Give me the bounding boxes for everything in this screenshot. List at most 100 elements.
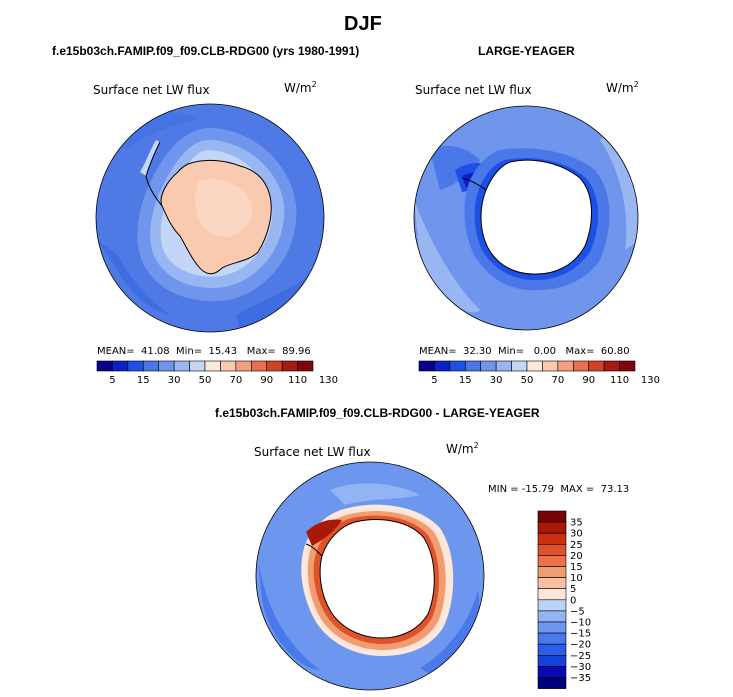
panel1-colorbar-swatch-4 — [158, 360, 175, 372]
panel1-header: f.e15b03ch.FAMIP.f09_f09.CLB-RDG00 (yrs … — [52, 44, 360, 58]
panel2-colorbar-swatch-4 — [480, 360, 497, 372]
panel3-colorbar-tick-label: 0 — [570, 595, 576, 606]
panel1-colorbar-swatch-8 — [220, 360, 237, 372]
panel3-colorbar-swatch-2 — [537, 532, 567, 545]
panel1-plateau-fill — [195, 178, 252, 238]
panel1-colorbar-swatch-6 — [189, 360, 206, 372]
panel3-contour-neg — [258, 560, 320, 670]
panel3-colorbar-swatch-6 — [537, 577, 567, 589]
panel2-colorbar-swatch-0 — [418, 360, 435, 372]
panel3-colorbar-swatch-3 — [537, 543, 567, 556]
panel1-colorbar-tick-label: 70 — [229, 375, 242, 386]
panel3-contour-light — [330, 483, 420, 505]
panel2-colorbar-tick-label: 5 — [431, 375, 437, 386]
panel2-colorbar-swatch-10 — [572, 360, 590, 372]
panel3-colorbar-tick-label: −5 — [570, 606, 585, 617]
panel1-colorbar-tick-label: 90 — [260, 375, 273, 386]
panel3-colorbar-tick-label: 15 — [570, 562, 583, 573]
panel1-colorbar-swatch-0 — [96, 360, 113, 372]
panel1-colorbar-tick-label: 15 — [137, 375, 150, 386]
panel3-colorbar-tick-label: 30 — [570, 529, 583, 540]
panel2-colorbar-tick-label: 70 — [551, 375, 564, 386]
panel2-contour-dark — [430, 145, 480, 190]
panel2-colorbar-tick-label: 30 — [490, 375, 503, 386]
panel1-variable-label: Surface net LW flux — [93, 83, 210, 97]
panel2-contour-light2 — [600, 130, 638, 250]
panel1-stats: MEAN= 41.08 Min= 15.43 Max= 89.96 — [97, 346, 311, 357]
panel3-colorbar-swatch-4 — [537, 555, 567, 567]
panel2-colorbar-tick-label: 90 — [582, 375, 595, 386]
panel3-colorbar-swatch-0 — [537, 510, 567, 523]
panel3-map — [256, 462, 484, 690]
panel3-colorbar-tick-label: 35 — [570, 518, 583, 529]
panel3-colorbar-swatch-10 — [537, 621, 567, 634]
panel3-colorbar-tick-label: −30 — [570, 662, 591, 673]
panel2-variable-label: Surface net LW flux — [415, 83, 532, 97]
panel2-header: LARGE-YEAGER — [478, 44, 575, 58]
panel1-colorbar-swatch-12 — [281, 360, 298, 372]
panel1-peninsula-fill — [140, 140, 160, 176]
panel3-colorbar-tick-label: 5 — [570, 584, 576, 595]
panel1-map — [96, 104, 324, 332]
panel3-antarctica-mask — [320, 519, 435, 638]
panel3-colorbar-tick-label: −25 — [570, 651, 591, 662]
panel2-colorbar-swatch-7 — [526, 360, 543, 372]
panel2-colorbar-swatch-6 — [511, 360, 528, 372]
panel3-coastline — [305, 519, 435, 639]
panel2-colorbar-swatch-13 — [619, 360, 636, 372]
panel2-map — [414, 106, 638, 330]
panel3-colorbar-swatch-11 — [537, 632, 567, 645]
panel1-colorbar-swatch-2 — [127, 360, 144, 372]
panel1-colorbar-swatch-5 — [173, 360, 190, 372]
panel3-colorbar-swatch-8 — [537, 599, 567, 612]
panel2-colorbar-tick-label: 130 — [641, 375, 660, 386]
panel1-colorbar-swatch-7 — [204, 360, 221, 372]
panel1-colorbar-swatch-10 — [250, 360, 268, 372]
panel3-colorbar-tick-label: 25 — [570, 540, 583, 551]
panel2-colorbar-swatch-2 — [449, 360, 466, 372]
panel3-colorbar-tick-label: −35 — [570, 673, 591, 684]
panel3-colorbar-swatch-14 — [537, 666, 567, 678]
panel1-units: W/m2 — [284, 80, 317, 95]
panel1-map-border — [95, 103, 325, 333]
panel1-colorbar-swatch-13 — [297, 360, 314, 372]
panel2-colorbar: 5 15 30 50 70 90 110 130 — [418, 360, 660, 386]
panel3-colorbar-swatch-7 — [537, 588, 567, 601]
panel1-contour-low — [97, 240, 170, 315]
panel3-header: f.e15b03ch.FAMIP.f09_f09.CLB-RDG00 - LAR… — [215, 406, 540, 420]
panel1-colorbar-swatch-11 — [266, 360, 283, 372]
panel1-colorbar-tick-label: 30 — [168, 375, 181, 386]
panel2-map-border — [413, 105, 639, 331]
panel3-colorbar-swatch-1 — [537, 521, 567, 534]
panel1-colorbar: 5 15 30 50 70 90 110 130 — [96, 360, 338, 386]
panel2-units: W/m2 — [606, 80, 639, 95]
panel2-antarctica-mask — [481, 160, 592, 275]
panel1-colorbar-swatch-3 — [142, 360, 160, 372]
panel3-colorbar-tick-label: −20 — [570, 640, 591, 651]
panel2-colorbar-swatch-3 — [464, 360, 482, 372]
panel3-contour-max — [306, 519, 342, 546]
panel2-contour-light — [414, 200, 480, 313]
panel1-colorbar-tick-label: 5 — [109, 375, 115, 386]
panel2-stats: MEAN= 32.30 Min= 0.00 Max= 60.80 — [419, 346, 630, 357]
panel1-colorbar-tick-label: 50 — [199, 375, 212, 386]
panel2-colorbar-swatch-9 — [557, 360, 574, 372]
panel2-colorbar-swatch-1 — [434, 360, 451, 372]
panel2-colorbar-swatch-5 — [495, 360, 512, 372]
panel3-colorbar-swatch-5 — [537, 566, 567, 578]
panel1-colorbar-swatch-1 — [112, 360, 129, 372]
panel3-colorbar-tick-label: −15 — [570, 629, 591, 640]
panel3-map-border — [255, 461, 485, 691]
panel2-colorbar-swatch-11 — [588, 360, 605, 372]
season-title: DJF — [344, 13, 382, 35]
panel3-units: W/m2 — [446, 441, 479, 456]
panel2-colorbar-swatch-8 — [542, 360, 559, 372]
panel1-coastline — [145, 141, 272, 275]
panel2-colorbar-tick-label: 110 — [610, 375, 629, 386]
panel1-contour-low2 — [236, 262, 322, 330]
panel2-colorbar-tick-label: 15 — [459, 375, 472, 386]
panel3-contour-neg2 — [420, 590, 480, 680]
